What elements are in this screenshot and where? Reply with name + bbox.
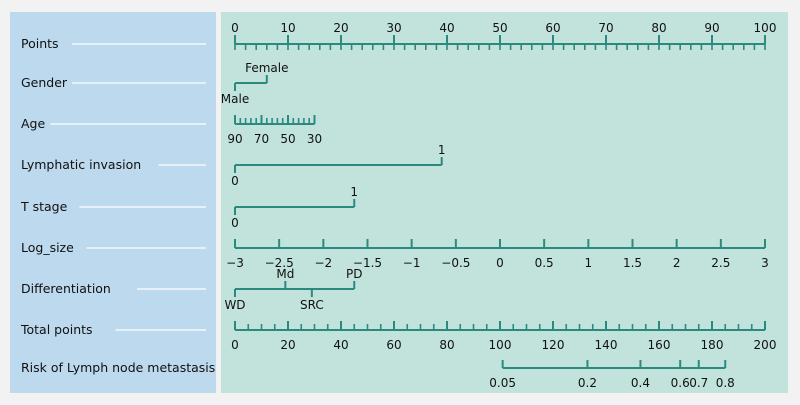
tick-label: 0.6 (671, 376, 690, 390)
tick-label: 2.5 (711, 256, 730, 270)
tick-label: 160 (648, 338, 671, 352)
level-label: WD (224, 298, 245, 312)
tick-label: 70 (254, 132, 269, 146)
row-label: Age (21, 116, 45, 131)
tick-label: 0.05 (489, 376, 516, 390)
tick-label: 0 (231, 21, 239, 35)
row-risk-of-lymph-node-metastasis: Risk of Lymph node metastasis 0.05 0.2 0.4 0… (21, 360, 735, 390)
tick-label: 10 (280, 21, 295, 35)
row-label: Log_size (21, 240, 74, 255)
tick-label: 140 (595, 338, 618, 352)
tick-label: 60 (545, 21, 560, 35)
tick-label: 0.7 (689, 376, 708, 390)
level-label: SRC (300, 298, 324, 312)
tick-label: 200 (754, 338, 777, 352)
tick-label: 30 (307, 132, 322, 146)
row-age: Age 90 70 50 30 (21, 115, 322, 146)
row-t-stage: T stage 0 1 (20, 185, 358, 230)
tick-label: 30 (386, 21, 401, 35)
row-label: Risk of Lymph node metastasis (21, 360, 215, 375)
row-lymphatic-invasion: Lymphatic invasion 0 1 (21, 143, 446, 188)
tick-label: 180 (701, 338, 724, 352)
level-label: 1 (438, 143, 446, 157)
row-label: Differentiation (21, 281, 111, 296)
row-label: T stage (20, 199, 68, 214)
nomogram-figure: Points 0 10 20 30 40 50 60 70 80 90 100 Gender Male Fe… (10, 12, 788, 393)
tick-label: 0 (231, 338, 239, 352)
plot-panel (221, 12, 788, 393)
level-label: Male (221, 92, 249, 106)
tick-label: 80 (651, 21, 666, 35)
tick-label: 40 (333, 338, 348, 352)
level-label: 1 (350, 185, 358, 199)
tick-label: 0.4 (631, 376, 650, 390)
tick-label: 60 (386, 338, 401, 352)
tick-label: −1 (403, 256, 421, 270)
tick-label: 80 (439, 338, 454, 352)
tick-label: 20 (333, 21, 348, 35)
tick-label: 120 (542, 338, 565, 352)
tick-label: 0 (496, 256, 504, 270)
row-differentiation: Differentiation WD Md SRC PD (21, 267, 362, 312)
tick-label: 1.5 (623, 256, 642, 270)
row-label: Lymphatic invasion (21, 157, 141, 172)
row-label: Gender (21, 75, 68, 90)
row-points: Points 0 10 20 30 40 50 60 70 80 90 100 (21, 21, 776, 51)
tick-label: 0.8 (716, 376, 735, 390)
tick-label: 0.2 (578, 376, 597, 390)
tick-label: 0.5 (535, 256, 554, 270)
tick-label: −2 (314, 256, 332, 270)
tick-label: 3 (761, 256, 769, 270)
row-gender: Gender Male Female (21, 61, 288, 106)
tick-label: 90 (227, 132, 242, 146)
level-label: 0 (231, 174, 239, 188)
row-label: Points (21, 36, 59, 51)
row-label: Total points (20, 322, 93, 337)
level-label: Female (245, 61, 288, 75)
tick-label: 2 (673, 256, 681, 270)
level-label: PD (346, 267, 362, 281)
tick-label: 50 (492, 21, 507, 35)
tick-label: 90 (704, 21, 719, 35)
level-label: 0 (231, 216, 239, 230)
tick-label: 20 (280, 338, 295, 352)
level-label: Md (276, 267, 294, 281)
tick-label: −1.5 (353, 256, 382, 270)
tick-label: −2.5 (265, 256, 294, 270)
tick-label: 100 (754, 21, 777, 35)
row-total-points: Total points 0 20 40 60 80 100 120 140 160 180 200 (20, 321, 776, 352)
tick-label: 1 (585, 256, 593, 270)
tick-label: 70 (598, 21, 613, 35)
tick-label: 100 (489, 338, 512, 352)
tick-label: −3 (226, 256, 244, 270)
row-log-size: Log_size −3 −2.5 −2 −1.5 −1 −0.5 0 0.5 1 1.5 2 2.5 3 (21, 239, 769, 270)
tick-label: −0.5 (441, 256, 470, 270)
tick-label: 50 (280, 132, 295, 146)
tick-label: 40 (439, 21, 454, 35)
